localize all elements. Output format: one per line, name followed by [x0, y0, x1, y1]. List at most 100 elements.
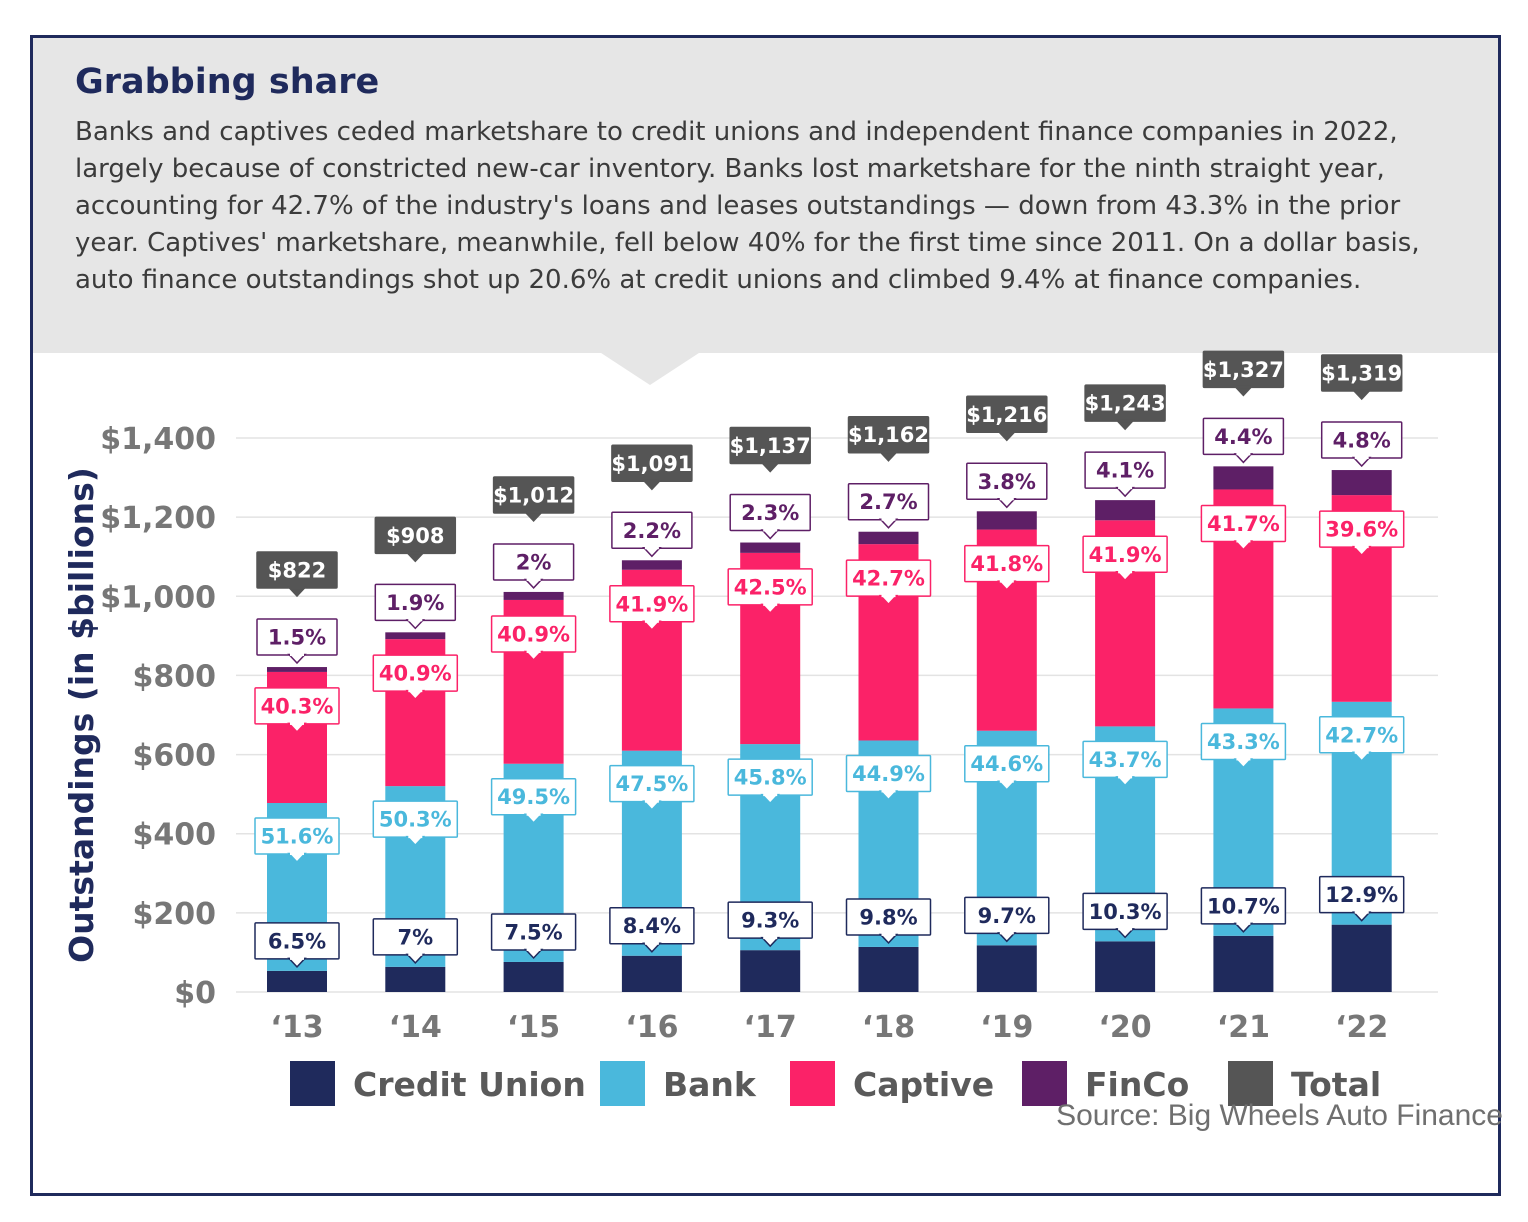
bar-segment-finco — [858, 531, 919, 545]
label-credit-union-pointer-mask — [408, 952, 423, 956]
bar-segment-credit-union — [385, 966, 446, 992]
label-bank-pointer-mask — [1236, 757, 1251, 761]
label-credit-union-text: 7% — [397, 925, 433, 949]
label-captive-text: 42.5% — [734, 575, 807, 599]
label-total-text: $1,243 — [1085, 392, 1166, 416]
label-total: $822 — [256, 551, 338, 598]
label-finco-text: 4.1% — [1096, 459, 1154, 483]
label-finco-pointer-mask — [1236, 452, 1251, 456]
bar-segment-finco — [267, 667, 327, 672]
label-finco-pointer-mask — [290, 653, 304, 657]
x-tick-label: ‘20 — [1099, 1010, 1152, 1045]
label-total: $1,012 — [492, 476, 575, 523]
label-captive-pointer-mask — [408, 689, 423, 693]
label-total-pointer-mask — [881, 450, 896, 454]
label-credit-union-pointer-mask — [999, 931, 1014, 935]
label-bank-pointer-mask — [644, 799, 659, 803]
label-credit-union-text: 8.4% — [623, 914, 681, 938]
label-bank-text: 43.3% — [1207, 730, 1280, 754]
x-tick-label: ‘16 — [625, 1010, 678, 1045]
label-credit-union-pointer-mask — [763, 936, 778, 940]
label-captive-text: 40.9% — [497, 622, 570, 646]
label-credit-union-text: 6.5% — [268, 929, 326, 953]
label-total: $1,137 — [729, 426, 811, 473]
label-total: $1,319 — [1320, 354, 1403, 401]
label-captive-text: 39.6% — [1325, 518, 1398, 542]
label-finco-text: 2% — [516, 550, 552, 574]
label-finco-pointer-mask — [999, 497, 1014, 501]
x-tick-label: ‘22 — [1335, 1010, 1388, 1045]
label-captive: 40.9% — [372, 654, 459, 701]
label-bank: 49.5% — [490, 777, 577, 824]
label-bank: 42.7% — [1318, 716, 1405, 762]
label-captive-pointer-mask — [1118, 570, 1133, 574]
bar-segment-credit-union — [1095, 941, 1156, 992]
label-bank: 44.9% — [845, 754, 932, 801]
label-finco-pointer-mask — [408, 618, 423, 622]
legend-swatch-captive — [790, 1061, 835, 1106]
y-tick-label: $1,200 — [100, 501, 216, 536]
label-captive-text: 41.9% — [615, 592, 688, 616]
label-bank-pointer-mask — [1354, 750, 1369, 754]
label-finco-pointer-mask — [881, 517, 896, 521]
label-credit-union-text: 9.3% — [741, 909, 799, 933]
label-captive-pointer-mask — [290, 721, 304, 725]
label-captive: 41.7% — [1200, 504, 1287, 551]
label-finco-pointer-mask — [526, 577, 541, 581]
label-credit-union: 10.7% — [1200, 887, 1287, 933]
legend-label: Total — [1291, 1065, 1381, 1104]
bar-segment-finco — [1095, 500, 1156, 521]
label-credit-union-pointer-mask — [644, 941, 659, 945]
bar-segment-credit-union — [858, 946, 919, 992]
x-tick-label: ‘19 — [980, 1010, 1033, 1045]
label-total: $1,091 — [611, 444, 693, 491]
label-finco: 2.2% — [611, 511, 693, 558]
y-tick-label: $0 — [174, 976, 216, 1011]
label-finco: 1.9% — [374, 583, 457, 630]
label-bank: 50.3% — [372, 800, 459, 847]
bar-segment-finco — [1213, 466, 1274, 490]
label-credit-union-text: 9.7% — [978, 904, 1036, 928]
label-bank-pointer-mask — [290, 852, 304, 856]
label-finco: 2.7% — [847, 482, 930, 529]
label-total-text: $1,137 — [730, 434, 811, 458]
label-finco: 2% — [492, 543, 575, 590]
label-credit-union-pointer-mask — [1236, 921, 1251, 925]
label-credit-union-pointer-mask — [1118, 927, 1133, 931]
label-captive-pointer-mask — [1236, 539, 1251, 543]
y-tick-label: $1,400 — [100, 422, 216, 457]
label-finco-text: 4.4% — [1214, 425, 1272, 449]
label-credit-union: 9.8% — [845, 898, 932, 945]
label-credit-union-pointer-mask — [526, 947, 541, 951]
header-panel: Grabbing share Banks and captives ceded … — [33, 38, 1498, 353]
label-finco: 4.4% — [1202, 417, 1285, 464]
label-finco-text: 2.2% — [623, 519, 681, 543]
label-total-text: $908 — [386, 524, 444, 548]
label-captive: 41.9% — [609, 585, 695, 631]
label-finco-text: 2.3% — [741, 501, 799, 525]
label-credit-union: 9.7% — [964, 896, 1050, 943]
label-finco: 4.1% — [1084, 451, 1166, 498]
label-bank: 44.6% — [964, 744, 1050, 791]
label-captive-text: 40.3% — [261, 694, 334, 718]
label-bank-pointer-mask — [526, 812, 541, 816]
label-finco-pointer-mask — [1354, 456, 1369, 460]
label-bank-text: 50.3% — [379, 808, 452, 832]
label-finco-pointer-mask — [763, 528, 778, 532]
label-total-pointer-mask — [763, 461, 778, 465]
label-total-text: $1,162 — [848, 423, 929, 447]
label-bank: 43.3% — [1200, 722, 1287, 769]
label-total-pointer-mask — [999, 430, 1014, 434]
label-captive-pointer-mask — [881, 594, 896, 598]
bar-segment-credit-union — [976, 945, 1037, 992]
label-captive: 39.6% — [1318, 510, 1405, 557]
label-bank: 43.7% — [1082, 740, 1168, 787]
legend-label: Credit Union — [353, 1065, 586, 1104]
label-captive-text: 41.8% — [970, 552, 1043, 576]
label-total: $1,216 — [966, 395, 1048, 442]
label-finco: 2.3% — [729, 493, 811, 540]
label-bank: 51.6% — [254, 817, 340, 864]
label-credit-union: 9.3% — [727, 901, 813, 948]
label-captive-text: 41.9% — [1089, 543, 1162, 567]
legend-swatch-finco — [1022, 1061, 1067, 1106]
